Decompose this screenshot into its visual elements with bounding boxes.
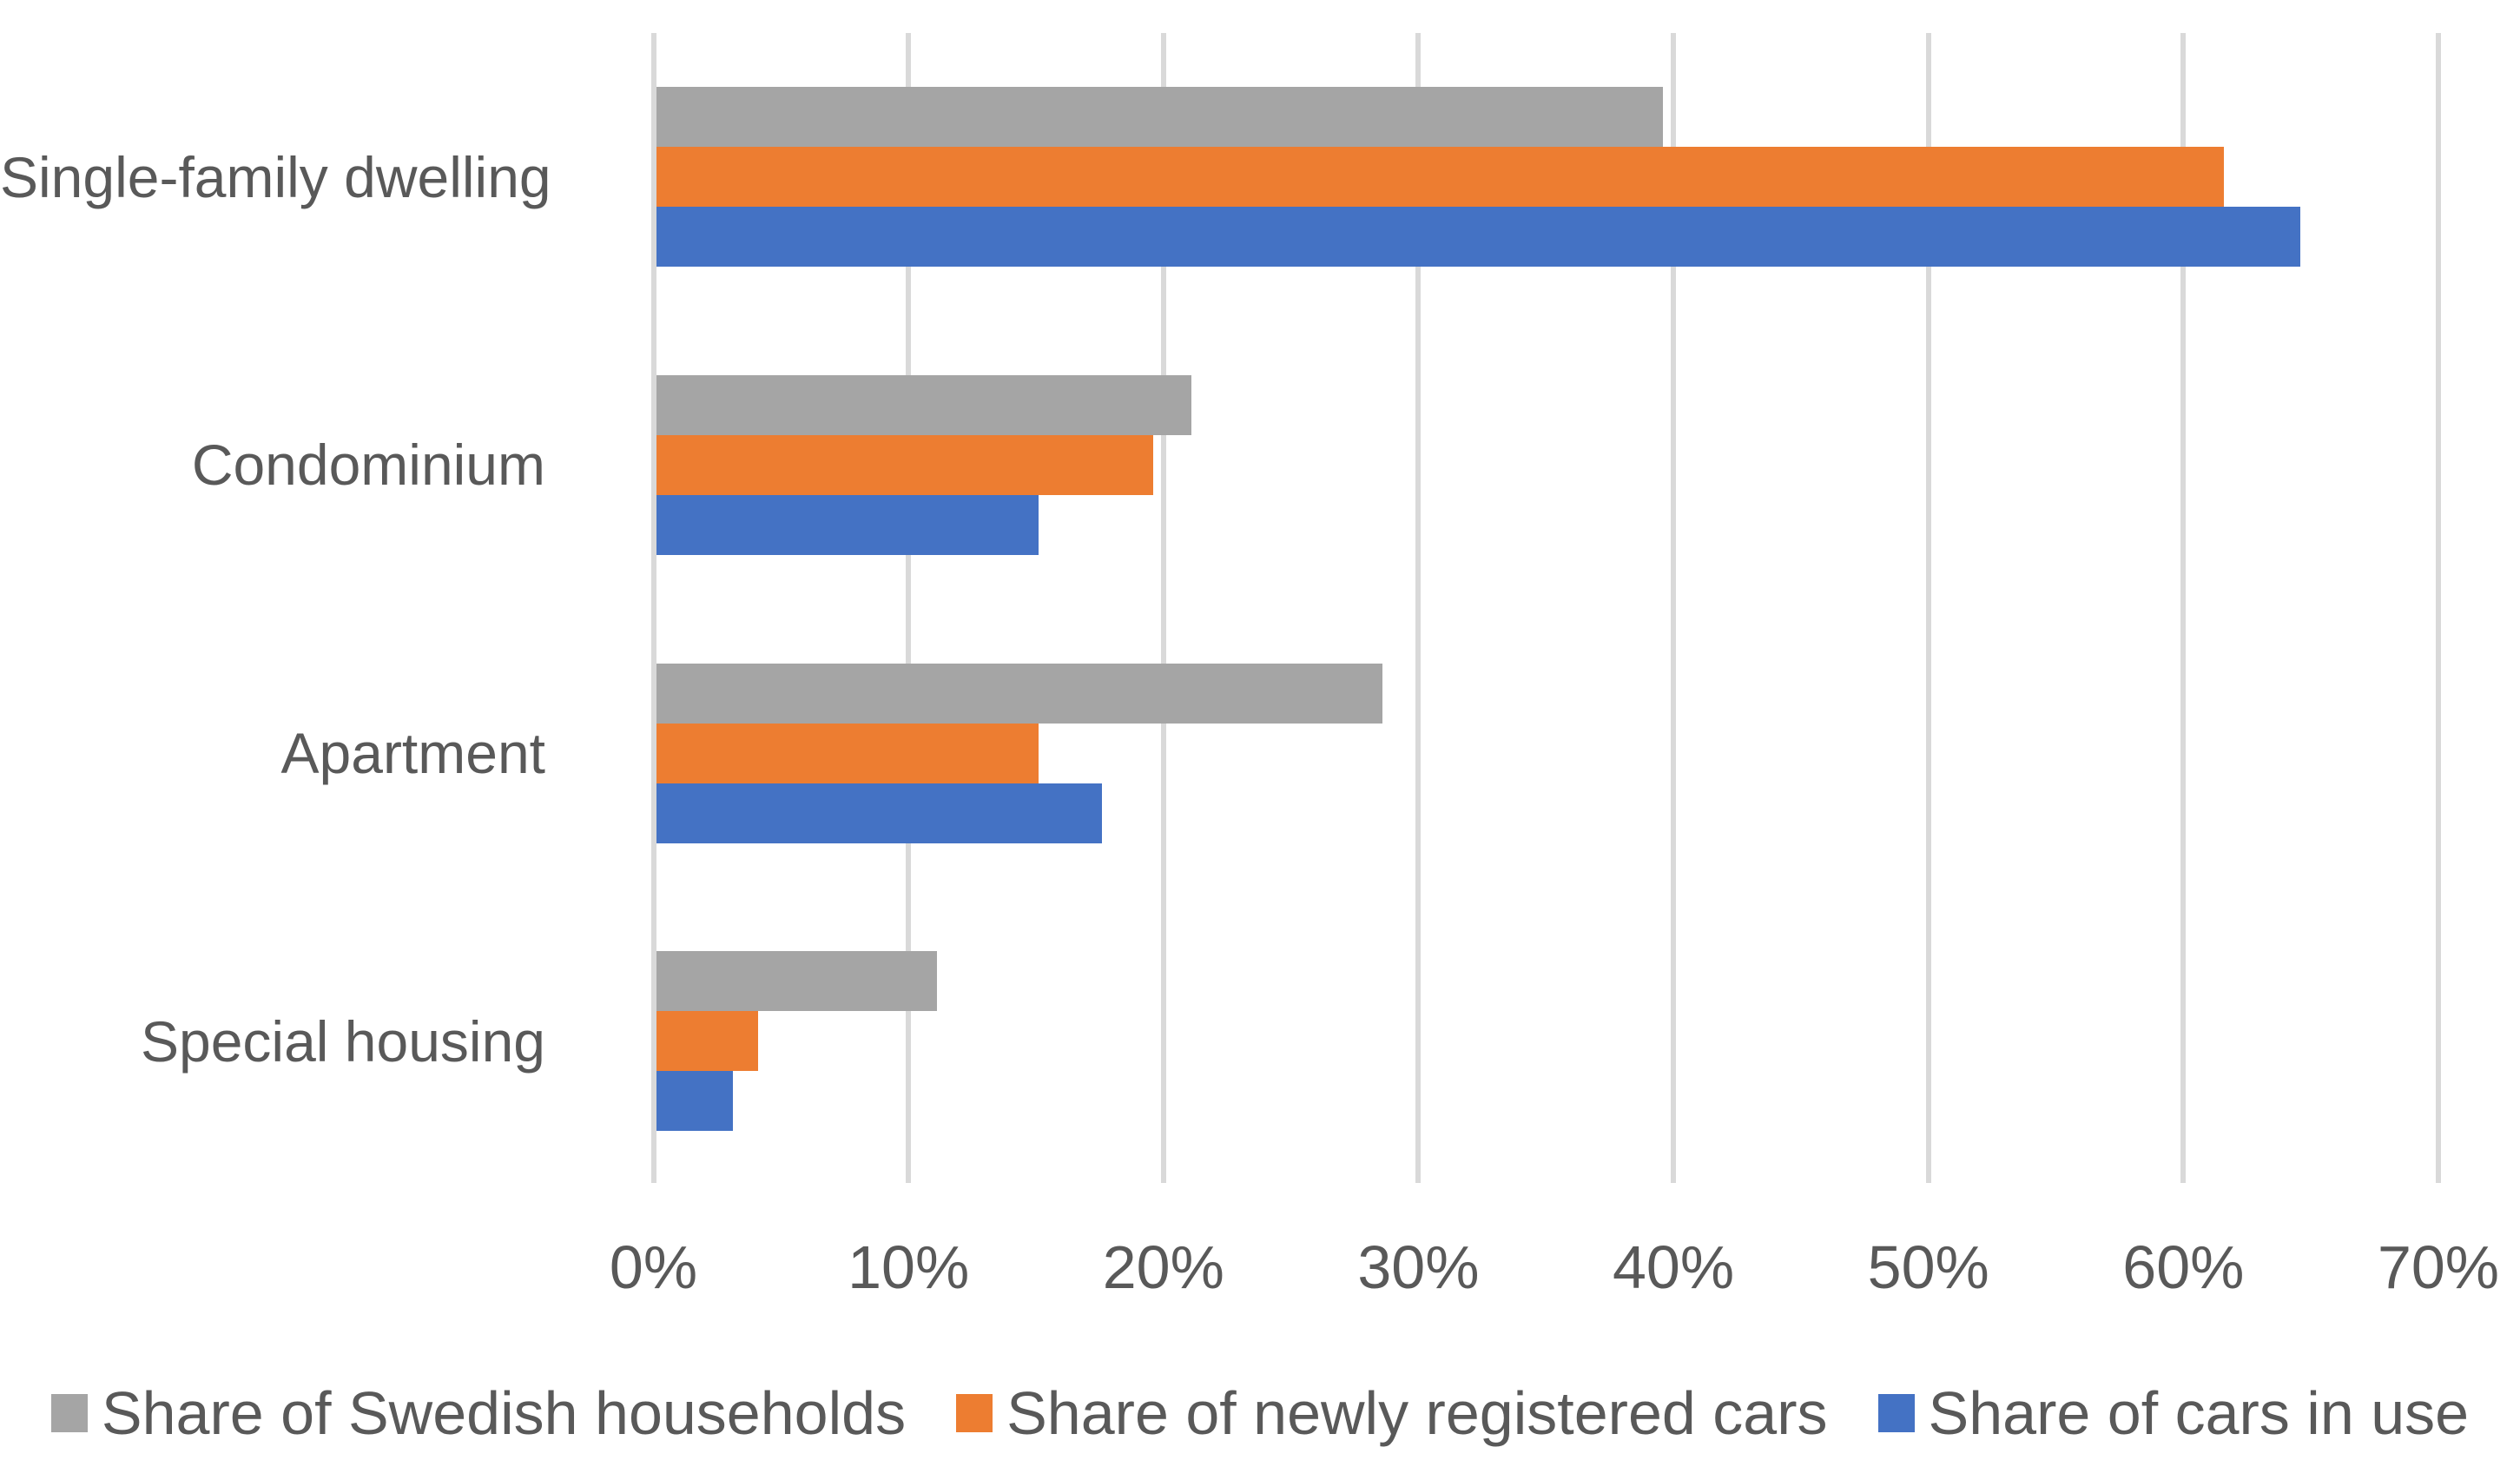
bar-households [656,87,1664,147]
gridline [2180,33,2187,1183]
bar-cars-in-use [656,1071,733,1132]
gridline [906,33,912,1183]
bar-households [656,951,937,1012]
x-axis-tick-label: 40% [1613,1233,1735,1301]
bar-newly-registered [656,434,1154,495]
legend-item: Share of newly registered cars [956,1379,1828,1447]
bar-households [656,374,1192,435]
x-axis-tick-label: 70% [2377,1233,2500,1301]
category-label: Apartment [280,721,545,785]
gridline [2436,33,2441,1183]
legend: Share of Swedish households Share of newl… [0,1383,2520,1444]
legend-label: Share of cars in use [1928,1379,2470,1447]
legend-item: Share of Swedish households [50,1379,907,1447]
x-axis-tick-label: 10% [848,1233,970,1301]
gridline [1671,33,1677,1183]
x-axis-tick-label: 20% [1102,1233,1224,1301]
bar-cars-in-use [656,207,2301,267]
x-axis-tick-label: 30% [1357,1233,1480,1301]
category-label: Special housing [141,1008,545,1074]
bar-newly-registered [656,147,2225,207]
category-label: Condominium [191,433,545,498]
legend-label: Share of Swedish households [101,1379,907,1447]
category-label: Single-family dwelling [0,144,551,209]
legend-label: Share of newly registered cars [1006,1379,1828,1447]
legend-item: Share of cars in use [1877,1379,2470,1447]
bar-newly-registered [656,723,1039,783]
bar-cars-in-use [656,783,1103,843]
gridline [1160,33,1166,1183]
bar-cars-in-use [656,494,1039,555]
x-axis-tick-label: 0% [609,1233,698,1301]
bar-newly-registered [656,1011,758,1072]
gridline [1415,33,1422,1183]
legend-marker-icon [956,1394,993,1432]
gridline [650,33,656,1183]
gridline [1925,33,1931,1183]
legend-marker-icon [50,1394,88,1432]
legend-marker-icon [1877,1394,1915,1432]
x-axis-tick-label: 50% [1867,1233,1989,1301]
bar-households [656,663,1383,724]
x-axis-tick-label: 60% [2122,1233,2245,1301]
